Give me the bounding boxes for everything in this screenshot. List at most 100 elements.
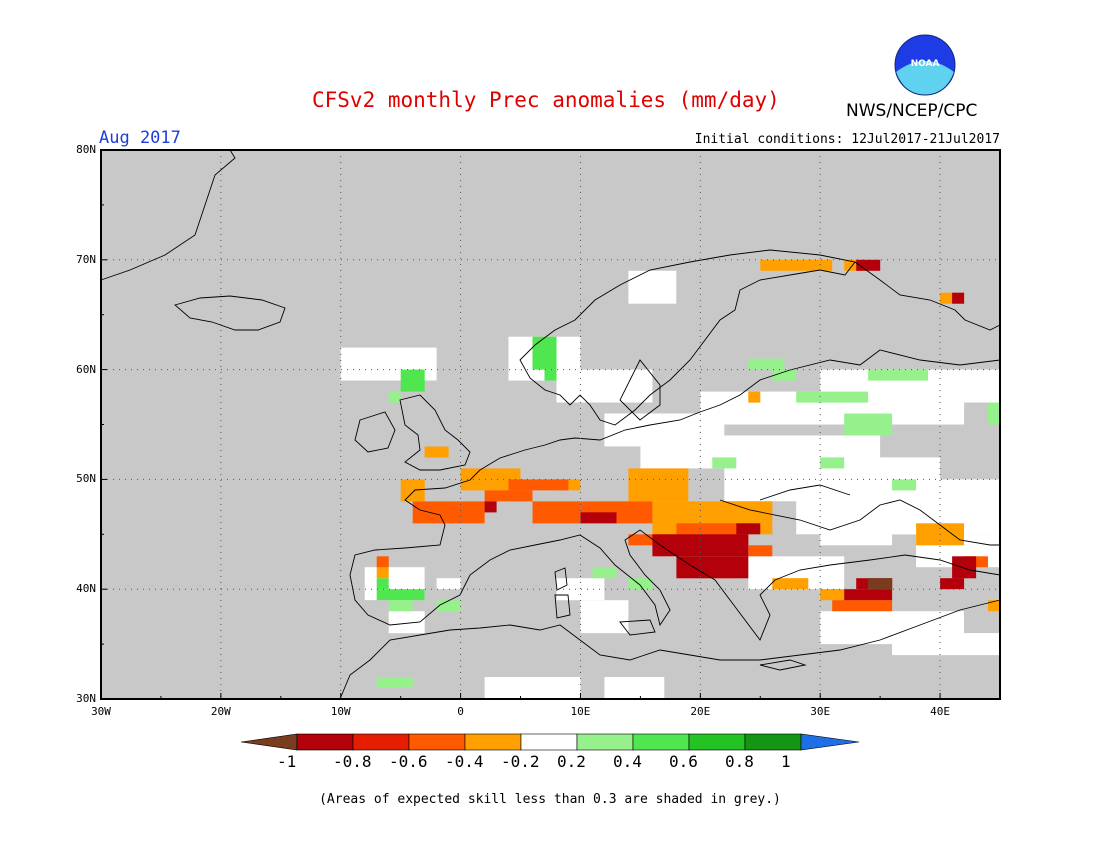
anomaly-cell-white <box>820 523 893 546</box>
anomaly-cell-dark-red <box>736 523 761 535</box>
anomaly-cell-green <box>400 369 425 392</box>
colorbar-label: -0.8 <box>333 752 372 771</box>
agency-label: NWS/NCEP/CPC <box>846 101 978 121</box>
anomaly-cell-light-green <box>796 391 869 403</box>
anomaly-cell-orange <box>760 259 833 271</box>
colorbar <box>240 733 860 751</box>
anomaly-cell-dark-red <box>844 589 893 601</box>
anomaly-cell-orange <box>748 391 761 403</box>
colorbar-segment <box>688 733 746 751</box>
anomaly-cell-orange-red <box>376 556 389 568</box>
lon-label: 30W <box>91 705 111 718</box>
colorbar-arrow-high <box>800 733 860 751</box>
coast-ireland <box>354 411 396 453</box>
coast-black-sea-north <box>759 484 851 501</box>
anomaly-cell-orange-red <box>532 501 581 524</box>
map-area <box>100 149 1001 700</box>
anomaly-cell-white <box>484 677 581 699</box>
lon-label: 20E <box>690 705 711 718</box>
initial-conditions-label: Initial conditions: 12Jul2017-21Jul2017 <box>694 132 1000 147</box>
anomaly-cell-orange-red <box>832 600 893 612</box>
noaa-logo-text: NOAA <box>911 59 940 69</box>
colorbar-segment <box>744 733 802 751</box>
coast-scandinavia <box>519 249 856 426</box>
colorbar-label: -0.6 <box>389 752 428 771</box>
colorbar-label: 1 <box>781 752 791 771</box>
anomaly-cell-white <box>700 391 797 425</box>
colorbar-label: -1 <box>277 752 297 771</box>
anomaly-cell-light-green <box>844 413 893 436</box>
colorbar-label: -0.2 <box>501 752 540 771</box>
month-label: Aug 2017 <box>99 128 181 148</box>
anomaly-cell-dark-red <box>952 556 977 579</box>
footnote: (Areas of expected skill less than 0.3 a… <box>319 792 781 807</box>
lon-label: 30E <box>810 705 831 718</box>
anomaly-cell-orange <box>724 501 773 524</box>
anomaly-cell-light-green <box>592 567 617 579</box>
anomaly-cell-white <box>556 369 653 403</box>
coast-iceland <box>174 295 286 331</box>
lon-label: 0 <box>457 705 464 718</box>
map-title: CFSv2 monthly Prec anomalies (mm/day) <box>312 88 780 112</box>
lat-label: 80N <box>76 143 96 156</box>
coast-sardinia <box>554 594 571 619</box>
lat-label: 60N <box>76 362 96 376</box>
anomaly-cell-orange <box>376 567 389 579</box>
coast-north-africa <box>339 599 1001 700</box>
coast-baltic <box>619 359 661 421</box>
colorbar-arrow-low <box>240 733 298 751</box>
anomaly-cell-green <box>376 589 425 601</box>
anomaly-cell-white <box>604 677 665 699</box>
coast-black-sea <box>719 499 1000 546</box>
coast-mediterranean-north <box>349 469 1001 641</box>
anomaly-cell-dark-red <box>856 259 881 271</box>
coast-greenland <box>100 149 236 281</box>
anomaly-cell-light-green <box>628 578 653 590</box>
colorbar-label: -0.4 <box>445 752 484 771</box>
anomaly-cell-orange <box>400 479 425 491</box>
anomaly-cell-light-green <box>868 369 928 381</box>
anomaly-cell-orange-red <box>484 490 533 502</box>
coast-kola <box>854 261 1001 331</box>
anomaly-cell-dark-red <box>676 556 749 579</box>
noaa-logo: NOAA <box>894 34 956 96</box>
colorbar-label: 0.2 <box>557 752 586 771</box>
anomaly-cell-dark-red <box>940 578 965 590</box>
colorbar-segment <box>352 733 410 751</box>
lat-label: 40N <box>76 582 96 596</box>
coast-crete <box>759 659 807 671</box>
anomaly-cell-white <box>388 611 425 634</box>
anomaly-cell-orange <box>988 600 1000 612</box>
anomaly-cell-green <box>532 336 557 370</box>
lon-label: 40E <box>930 705 950 718</box>
axis-ticks <box>100 149 1001 700</box>
coast-sicily <box>619 619 656 636</box>
anomaly-cell-orange <box>628 468 689 502</box>
coast-corsica <box>554 567 568 591</box>
anomaly-cell-white <box>892 633 1000 656</box>
anomaly-cell-orange-red <box>508 479 569 491</box>
colorbar-label: 0.4 <box>613 752 642 771</box>
anomaly-cell-dark-red <box>484 501 497 513</box>
anomaly-cell-white <box>580 600 629 634</box>
anomaly-cell-light-green <box>388 600 413 612</box>
anomaly-cell-orange <box>424 446 449 458</box>
anomaly-cell-dark-red <box>652 534 749 557</box>
anomaly-cell-brown <box>868 578 893 590</box>
anomaly-cell-green <box>544 369 557 381</box>
lon-label: 10W <box>330 705 351 718</box>
anomaly-cell-light-green <box>748 358 785 370</box>
anomaly-cell-light-green <box>436 600 461 612</box>
lat-label: 70N <box>76 252 96 266</box>
colorbar-segment <box>464 733 522 751</box>
coastlines <box>100 149 1001 700</box>
colorbar-segment <box>520 733 578 751</box>
anomaly-cell-orange <box>400 490 425 502</box>
anomaly-cell-orange-red <box>412 501 485 524</box>
anomaly-cell-white <box>556 578 605 601</box>
anomaly-cell-dark-red <box>952 292 965 304</box>
colorbar-segment <box>576 733 634 751</box>
anomaly-cell-light-green <box>376 677 413 688</box>
colorbar-segment <box>408 733 466 751</box>
